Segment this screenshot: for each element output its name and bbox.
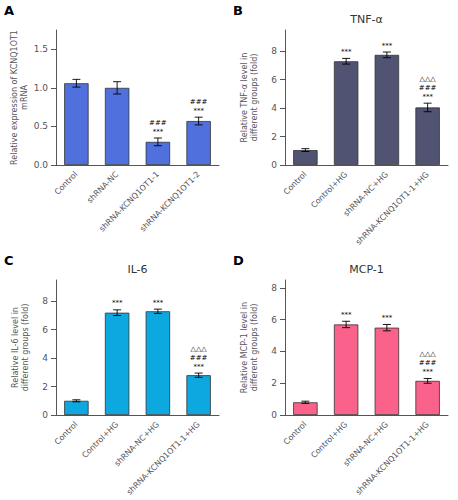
svg-text:Control: Control: [282, 420, 309, 447]
svg-text:###: ###: [190, 98, 208, 106]
svg-text:D: D: [233, 253, 244, 268]
svg-text:A: A: [4, 3, 14, 18]
svg-text:MCP-1: MCP-1: [349, 263, 384, 276]
svg-text:8: 8: [271, 283, 277, 293]
svg-text:4: 4: [42, 353, 48, 363]
svg-text:TNF-α: TNF-α: [349, 13, 383, 26]
svg-text:2: 2: [271, 132, 277, 142]
svg-text:0: 0: [271, 160, 277, 170]
svg-text:6: 6: [271, 315, 277, 325]
svg-text:***: ***: [341, 311, 352, 319]
svg-text:IL-6: IL-6: [127, 263, 147, 276]
svg-text:***: ***: [153, 128, 164, 136]
svg-text:***: ***: [112, 299, 123, 307]
svg-text:Relative MCP-1 level in: Relative MCP-1 level in: [240, 302, 249, 393]
svg-text:B: B: [233, 3, 243, 18]
svg-text:shRNA-KCNQ1OT1-1+HG: shRNA-KCNQ1OT1-1+HG: [125, 420, 202, 497]
svg-text:△△△: △△△: [420, 75, 437, 83]
svg-text:8: 8: [42, 296, 48, 306]
svg-text:shRNA-KCNQ1OT1-1: shRNA-KCNQ1OT1-1: [97, 169, 162, 234]
svg-text:Relative TNF-α level in: Relative TNF-α level in: [240, 53, 249, 143]
svg-text:8: 8: [271, 46, 277, 56]
svg-text:Control: Control: [53, 420, 80, 447]
svg-text:shRNA-NC+HG: shRNA-NC+HG: [341, 169, 391, 219]
svg-text:6: 6: [271, 75, 277, 85]
svg-text:***: ***: [422, 368, 433, 376]
svg-text:###: ###: [419, 84, 437, 92]
svg-text:1.5: 1.5: [34, 44, 48, 54]
svg-text:different groups (fold): different groups (fold): [250, 304, 259, 392]
svg-text:different groups (fold): different groups (fold): [21, 304, 30, 392]
svg-text:Control+HG: Control+HG: [309, 170, 349, 210]
svg-text:1.0: 1.0: [34, 83, 49, 93]
svg-text:0: 0: [271, 410, 277, 420]
svg-text:###: ###: [149, 119, 167, 127]
svg-text:4: 4: [271, 103, 277, 113]
svg-text:***: ***: [193, 363, 204, 371]
svg-text:0.0: 0.0: [34, 160, 49, 170]
svg-text:0.5: 0.5: [34, 121, 48, 131]
svg-text:Control+HG: Control+HG: [80, 420, 120, 460]
svg-text:△△△: △△△: [191, 345, 208, 353]
svg-text:***: ***: [193, 107, 204, 115]
svg-text:shRNA-NC+HG: shRNA-NC+HG: [341, 419, 391, 469]
svg-text:shRNA-KCNQ1OT1-2: shRNA-KCNQ1OT1-2: [138, 170, 202, 234]
svg-text:Control: Control: [53, 170, 80, 197]
svg-text:△△△: △△△: [420, 350, 437, 358]
svg-text:***: ***: [341, 48, 352, 56]
svg-text:shRNA-KCNQ1OT1-1+HG: shRNA-KCNQ1OT1-1+HG: [354, 420, 431, 497]
svg-text:2: 2: [271, 378, 277, 388]
svg-text:Control: Control: [282, 170, 309, 197]
svg-text:Relative IL-6 level in: Relative IL-6 level in: [11, 307, 20, 388]
svg-text:***: ***: [153, 299, 164, 307]
svg-text:***: ***: [382, 314, 393, 322]
svg-text:###: ###: [419, 359, 437, 367]
svg-text:Relative expression of KCNQ1OT: Relative expression of KCNQ1OT1: [10, 30, 19, 165]
svg-text:Control+HG: Control+HG: [309, 420, 349, 460]
svg-text:shRNA-NC+HG: shRNA-NC+HG: [112, 419, 162, 469]
svg-text:***: ***: [382, 42, 393, 50]
svg-text:***: ***: [422, 93, 433, 101]
svg-text:different groups (fold): different groups (fold): [250, 54, 259, 142]
svg-text:C: C: [4, 253, 14, 268]
svg-text:6: 6: [42, 325, 48, 335]
svg-text:mRNA: mRNA: [20, 85, 29, 110]
svg-text:0: 0: [42, 410, 48, 420]
svg-text:shRNA-NC: shRNA-NC: [85, 170, 120, 205]
svg-text:###: ###: [190, 354, 208, 362]
svg-text:4: 4: [271, 346, 277, 356]
svg-text:2: 2: [42, 382, 48, 392]
svg-text:shRNA-KCNQ1OT1-1+HG: shRNA-KCNQ1OT1-1+HG: [354, 170, 431, 247]
